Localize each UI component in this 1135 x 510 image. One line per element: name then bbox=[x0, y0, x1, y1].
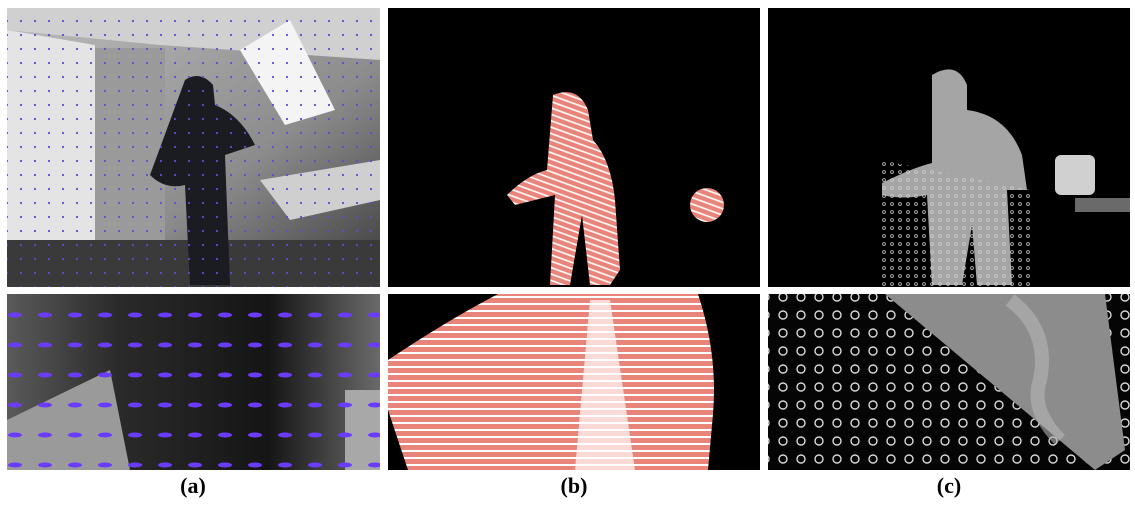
page: (a) (b) (c) (() => { const data = JSON.p… bbox=[0, 0, 1135, 505]
panel-b-top bbox=[388, 8, 760, 287]
panel-c-bottom bbox=[768, 294, 1130, 470]
panel-a-top bbox=[7, 8, 380, 287]
panel-label: (a) bbox=[180, 473, 206, 498]
panel-label: (b) bbox=[561, 473, 588, 498]
depth-table bbox=[1075, 198, 1130, 212]
panel-b-bottom bbox=[388, 294, 760, 470]
flow-dots bbox=[7, 8, 380, 287]
panel-label: (c) bbox=[937, 473, 961, 498]
panel-a-bottom bbox=[7, 294, 380, 470]
figure: (a) (b) (c) bbox=[0, 0, 1135, 505]
flow-object bbox=[690, 188, 724, 222]
flow-vectors bbox=[7, 294, 380, 470]
panel-c-top bbox=[768, 8, 1130, 290]
depth-object bbox=[1055, 155, 1095, 195]
